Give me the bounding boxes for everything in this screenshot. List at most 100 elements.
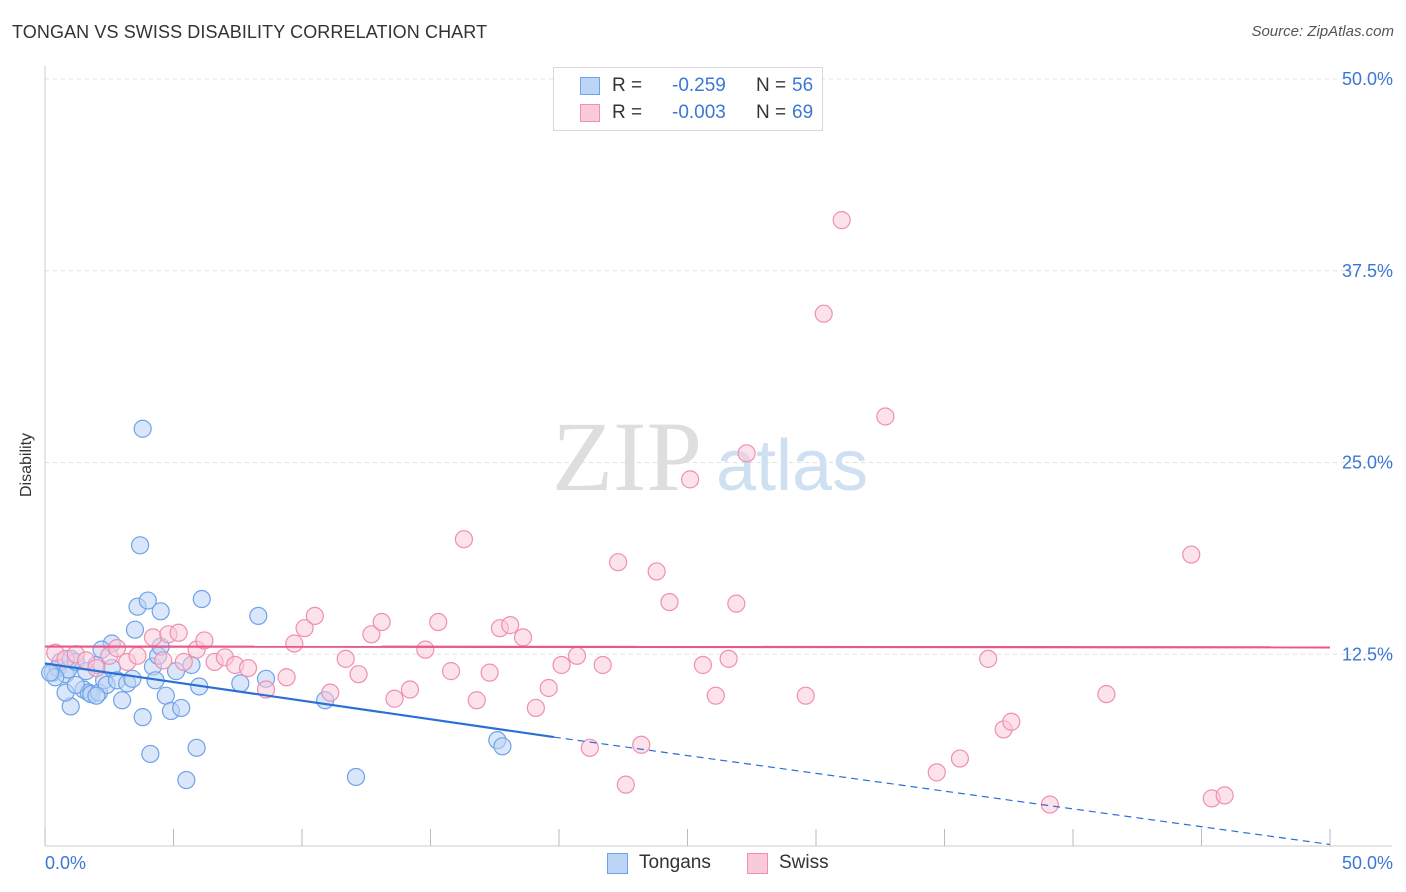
tongans-legend-swatch xyxy=(607,852,628,874)
y-tick-label: 12.5% xyxy=(1342,644,1393,664)
swiss-point xyxy=(154,651,173,670)
n-label: N = xyxy=(756,75,787,96)
x-tick-label: 50.0% xyxy=(1342,853,1393,873)
chart-title: TONGAN VS SWISS DISABILITY CORRELATION C… xyxy=(12,22,488,42)
tongans-point xyxy=(187,738,206,757)
tongans-point xyxy=(41,663,60,682)
swiss-point xyxy=(501,616,520,635)
legend-item-tongans[interactable]: Tongans xyxy=(607,852,711,874)
swiss-point xyxy=(567,646,587,665)
y-tick-label: 50.0% xyxy=(1342,69,1393,89)
grid-lines xyxy=(45,78,1392,655)
swiss-point xyxy=(305,606,324,626)
swiss-point xyxy=(927,763,946,782)
swiss-point xyxy=(693,655,713,675)
swiss-point xyxy=(416,640,435,659)
tongans-trend-extension xyxy=(553,736,1331,846)
n-value: 56 xyxy=(792,75,814,96)
tongans-point xyxy=(87,686,106,705)
swiss-point xyxy=(552,655,571,675)
swiss-point xyxy=(336,649,355,668)
swiss-point xyxy=(1097,685,1116,704)
data-points xyxy=(41,211,1234,814)
swiss-point xyxy=(647,562,666,581)
tongans-point xyxy=(141,744,160,764)
swiss-point xyxy=(385,689,404,708)
axes xyxy=(44,66,1392,847)
swiss-point xyxy=(372,612,391,632)
swiss-point xyxy=(950,749,970,768)
swiss-point xyxy=(737,444,756,463)
swiss-trend-line xyxy=(44,645,1331,649)
y-tick-label: 25.0% xyxy=(1342,453,1393,473)
tongans-point xyxy=(249,606,268,626)
swiss-point xyxy=(480,663,499,682)
swiss-point xyxy=(107,639,127,658)
tongans-swatch xyxy=(580,77,600,95)
tongans-point xyxy=(493,737,512,756)
swiss-point xyxy=(467,691,486,710)
x-tick-label: 0.0% xyxy=(45,853,86,873)
swiss-point xyxy=(277,668,296,687)
r-label: R = xyxy=(612,102,643,123)
swiss-point xyxy=(727,594,746,613)
swiss-point xyxy=(238,658,258,678)
swiss-point xyxy=(169,623,188,642)
swiss-point xyxy=(632,735,651,754)
swiss-point xyxy=(174,652,193,672)
swiss-point xyxy=(979,649,998,668)
swiss-point xyxy=(593,655,612,675)
swiss-point xyxy=(454,530,474,549)
stats-row-tongans: R = -0.259 N = 56 xyxy=(580,74,813,98)
swiss-point xyxy=(706,686,725,705)
swiss-point xyxy=(128,646,147,665)
stats-legend: R = -0.259 N = 56 R = -0.003 N = 69 xyxy=(553,67,823,131)
tongans-point xyxy=(130,536,150,555)
legend-label-tongans: Tongans xyxy=(639,852,711,873)
swiss-point xyxy=(539,678,558,698)
swiss-point xyxy=(876,407,895,426)
swiss-point xyxy=(195,631,214,650)
tick-labels: 12.5% 25.0% 37.5% 50.0% 0.0% 50.0% xyxy=(45,69,1393,873)
r-value: -0.003 xyxy=(672,102,726,123)
stats-row-swiss: R = -0.003 N = 69 xyxy=(580,101,813,125)
swiss-legend-swatch xyxy=(747,852,768,874)
swiss-point xyxy=(609,553,628,572)
swiss-point xyxy=(1002,712,1021,731)
series-legend: Tongans Swiss xyxy=(0,852,1406,878)
swiss-point xyxy=(660,592,679,612)
watermark-atlas: atlas xyxy=(716,426,868,506)
swiss-point xyxy=(321,683,340,702)
swiss-point xyxy=(295,619,314,638)
tongans-point xyxy=(192,589,211,609)
swiss-point xyxy=(362,625,381,644)
swiss-point xyxy=(796,686,815,705)
swiss-point xyxy=(719,649,738,668)
r-label: R = xyxy=(612,75,643,96)
swiss-swatch xyxy=(580,104,600,122)
swiss-point xyxy=(429,612,448,632)
tongans-point xyxy=(138,591,157,610)
tongans-point xyxy=(112,691,132,710)
tongans-point xyxy=(172,698,191,718)
tongans-point xyxy=(133,708,152,727)
swiss-point xyxy=(441,662,461,681)
tongans-point xyxy=(123,669,142,688)
swiss-point xyxy=(580,738,599,757)
tongans-point xyxy=(66,675,85,695)
tongans-point xyxy=(346,767,366,787)
legend-item-swiss[interactable]: Swiss xyxy=(747,852,829,874)
tongans-point xyxy=(231,674,250,693)
tongans-point xyxy=(151,602,170,621)
swiss-point xyxy=(832,211,851,230)
swiss-point xyxy=(814,304,833,323)
r-value: -0.259 xyxy=(672,75,726,96)
n-value: 69 xyxy=(792,102,814,123)
n-label: N = xyxy=(756,102,787,123)
watermark-zip: ZIP xyxy=(552,401,702,512)
swiss-point xyxy=(400,680,420,699)
source-label: Source: ZipAtlas.com xyxy=(1251,23,1394,40)
swiss-point xyxy=(143,628,163,647)
watermark: ZIP atlas xyxy=(552,401,868,512)
swiss-point xyxy=(513,628,533,647)
